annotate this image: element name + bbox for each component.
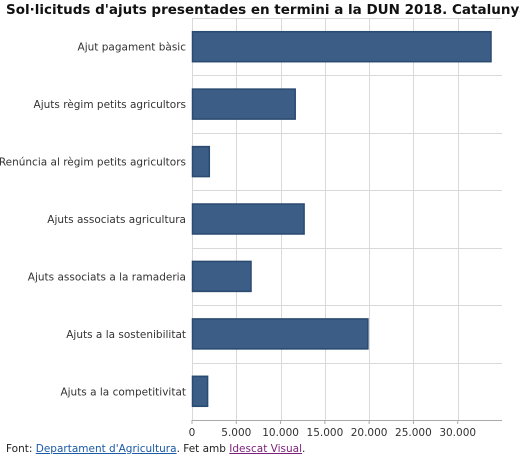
category-label: Ajuts associats agricultura bbox=[47, 214, 186, 226]
tick-label: 10.000 bbox=[262, 427, 299, 439]
tick-label: 20.000 bbox=[351, 427, 388, 439]
bar[interactable] bbox=[191, 318, 369, 350]
tick-label: 25.000 bbox=[395, 427, 432, 439]
category-label: Ajuts règim petits agricultors bbox=[34, 99, 186, 111]
category-labels: Ajut pagament bàsic Ajuts règim petits ag… bbox=[0, 42, 186, 399]
category-label: Ajuts a la sostenibilitat bbox=[66, 329, 186, 341]
chart-title: Sol·licituds d'ajuts presentades en term… bbox=[6, 2, 520, 18]
bar-chart: Ajut pagament bàsic Ajuts règim petits ag… bbox=[0, 18, 502, 439]
x-axis: 0 5.000 10.000 15.000 20.000 25.000 30.000 bbox=[189, 420, 476, 439]
category-label: Ajuts associats a la ramaderia bbox=[28, 271, 186, 283]
category-label: Ajut pagament bàsic bbox=[78, 42, 187, 54]
tool-link[interactable]: Idescat Visual bbox=[229, 443, 302, 455]
bars bbox=[191, 30, 492, 408]
tick-label: 5.000 bbox=[221, 427, 251, 439]
bar[interactable] bbox=[191, 30, 492, 63]
category-label: Ajuts a la competitivitat bbox=[60, 386, 186, 398]
bar[interactable] bbox=[191, 375, 209, 408]
footer-suffix: . bbox=[302, 443, 306, 455]
tick-label: 0 bbox=[189, 427, 196, 439]
footer: Font: Departament d'Agricultura. Fet amb… bbox=[6, 443, 305, 455]
bar[interactable] bbox=[191, 203, 305, 235]
footer-middle: . Fet amb bbox=[176, 443, 230, 455]
tick-label: 30.000 bbox=[439, 427, 476, 439]
tick-label: 15.000 bbox=[307, 427, 344, 439]
source-link[interactable]: Departament d'Agricultura bbox=[35, 443, 177, 455]
bar[interactable] bbox=[191, 145, 211, 178]
bar[interactable] bbox=[191, 88, 296, 120]
footer-prefix: Font: bbox=[6, 443, 36, 455]
category-label: Renúncia al règim petits agricultors bbox=[0, 157, 186, 169]
bar[interactable] bbox=[191, 260, 252, 293]
